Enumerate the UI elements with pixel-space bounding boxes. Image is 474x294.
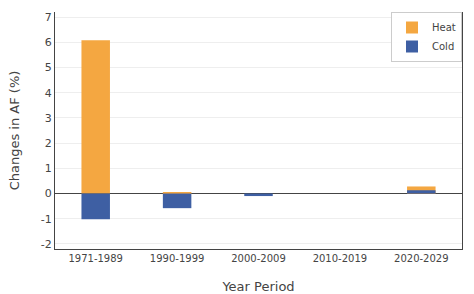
svg-text:Year Period: Year Period	[221, 279, 294, 294]
svg-text:2000-2009: 2000-2009	[231, 253, 286, 264]
svg-text:-2: -2	[41, 238, 52, 251]
svg-text:Cold: Cold	[432, 41, 454, 52]
svg-text:4: 4	[45, 87, 52, 100]
svg-text:Heat: Heat	[432, 22, 456, 33]
svg-text:1971-1989: 1971-1989	[68, 253, 123, 264]
svg-text:2: 2	[45, 137, 52, 150]
svg-text:7: 7	[45, 11, 52, 24]
svg-text:5: 5	[45, 61, 52, 74]
svg-text:1: 1	[45, 162, 52, 175]
svg-text:2010-2019: 2010-2019	[313, 253, 368, 264]
svg-text:Changes in AF (%): Changes in AF (%)	[7, 71, 22, 191]
svg-text:1990-1999: 1990-1999	[150, 253, 205, 264]
svg-text:3: 3	[45, 112, 52, 125]
svg-text:6: 6	[45, 36, 52, 49]
svg-text:2020-2029: 2020-2029	[394, 253, 449, 264]
svg-text:0: 0	[45, 187, 52, 200]
svg-text:-1: -1	[41, 213, 52, 226]
